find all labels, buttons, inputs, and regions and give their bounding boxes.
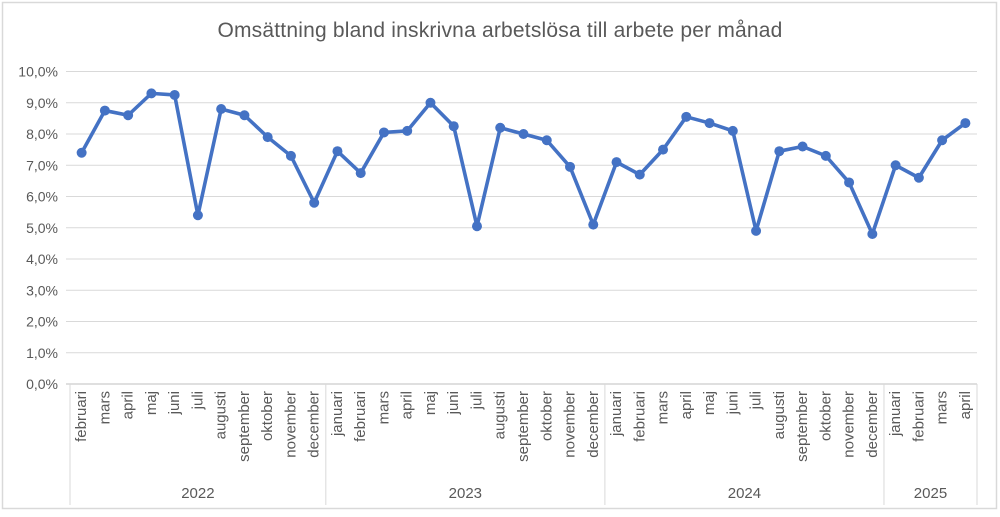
month-label: april xyxy=(678,391,695,419)
data-point xyxy=(99,105,110,116)
data-point xyxy=(541,135,552,146)
month-label: januari xyxy=(887,391,904,437)
data-point xyxy=(146,88,157,99)
data-point xyxy=(960,118,971,129)
y-tick-label: 6,0% xyxy=(26,189,58,205)
data-point xyxy=(565,161,576,172)
data-point xyxy=(844,177,855,188)
month-label: november xyxy=(562,391,579,458)
month-label: mars xyxy=(375,391,392,424)
month-label: januari xyxy=(608,391,625,437)
chart-title: Omsättning bland inskrivna arbetslösa ti… xyxy=(217,19,783,42)
data-point xyxy=(611,157,622,168)
month-label: december xyxy=(585,391,602,458)
data-point xyxy=(797,141,808,152)
y-tick-label: 10,0% xyxy=(18,64,58,80)
data-line xyxy=(79,91,968,236)
y-tick-label: 0,0% xyxy=(26,376,58,392)
y-tick-label: 7,0% xyxy=(26,157,58,173)
y-tick-label: 3,0% xyxy=(26,282,58,298)
month-label: februari xyxy=(631,391,648,442)
data-point xyxy=(495,122,506,133)
data-point xyxy=(378,127,389,138)
month-label: september xyxy=(236,391,253,462)
data-point xyxy=(471,221,482,232)
data-point xyxy=(867,229,878,239)
y-tick-label: 1,0% xyxy=(26,345,58,361)
data-point xyxy=(239,110,250,121)
y-tick-label: 8,0% xyxy=(26,126,58,142)
data-point xyxy=(751,225,762,236)
month-label: januari xyxy=(329,391,346,437)
data-point xyxy=(937,135,948,146)
month-label: februari xyxy=(352,391,369,442)
data-point xyxy=(192,210,203,221)
data-point xyxy=(634,169,645,180)
month-label: september xyxy=(515,391,532,462)
data-point xyxy=(169,89,180,100)
month-label: april xyxy=(957,391,974,419)
month-label: augusti xyxy=(771,391,788,439)
month-label: oktober xyxy=(259,391,276,441)
month-label: juni xyxy=(166,391,183,415)
data-point xyxy=(890,160,901,171)
data-point xyxy=(448,121,459,132)
y-tick-label: 5,0% xyxy=(26,220,58,236)
y-tick-label: 4,0% xyxy=(26,251,58,267)
month-label: augusti xyxy=(213,391,230,439)
month-label: juni xyxy=(724,391,741,415)
data-point xyxy=(285,150,296,161)
month-label: mars xyxy=(96,391,113,424)
month-label: november xyxy=(841,391,858,458)
month-label: december xyxy=(306,391,323,458)
data-point xyxy=(588,219,599,230)
data-point xyxy=(309,197,320,208)
data-point xyxy=(332,146,343,157)
data-point xyxy=(518,129,529,139)
month-label: november xyxy=(282,391,299,458)
month-label: juni xyxy=(445,391,462,415)
data-point xyxy=(658,144,669,155)
data-point xyxy=(355,168,366,179)
y-tick-label: 9,0% xyxy=(26,95,58,111)
data-point xyxy=(704,118,715,129)
data-point xyxy=(681,111,692,122)
month-label: juli xyxy=(468,391,485,410)
month-label: maj xyxy=(422,391,439,415)
data-point xyxy=(216,104,227,114)
data-point xyxy=(262,132,273,143)
month-label: mars xyxy=(655,391,672,424)
year-label: 2024 xyxy=(728,485,761,502)
month-label: februari xyxy=(73,391,90,442)
data-point xyxy=(774,146,785,157)
year-label: 2025 xyxy=(914,485,947,502)
year-label: 2023 xyxy=(449,485,482,502)
month-label: oktober xyxy=(817,391,834,441)
month-label: oktober xyxy=(538,391,555,441)
data-point xyxy=(820,150,831,161)
data-point xyxy=(425,97,436,108)
month-label: maj xyxy=(143,391,160,415)
data-point xyxy=(123,110,134,121)
data-point xyxy=(913,172,924,183)
data-point xyxy=(76,147,87,158)
month-label: april xyxy=(399,391,416,419)
month-label: augusti xyxy=(492,391,509,439)
month-label: september xyxy=(794,391,811,462)
year-label: 2022 xyxy=(181,485,214,502)
data-point xyxy=(402,125,413,136)
y-tick-label: 2,0% xyxy=(26,314,58,330)
month-label: maj xyxy=(701,391,718,415)
month-label: mars xyxy=(934,391,951,424)
month-label: februari xyxy=(910,391,927,442)
data-point xyxy=(727,125,738,136)
month-label: juli xyxy=(748,391,765,410)
month-label: april xyxy=(120,391,137,419)
month-label: juli xyxy=(189,391,206,410)
month-label: december xyxy=(864,391,881,458)
